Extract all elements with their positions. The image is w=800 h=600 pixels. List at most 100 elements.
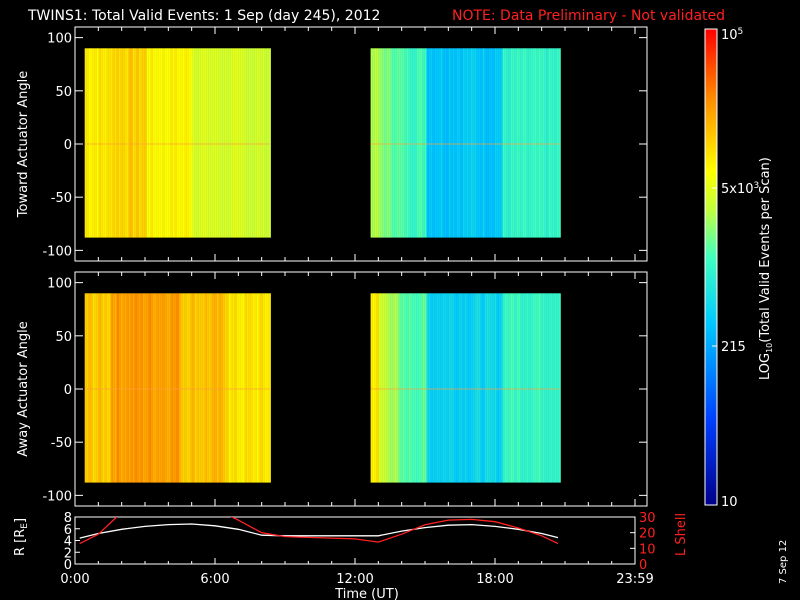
heatmap-column: [404, 293, 407, 483]
heatmap-column: [230, 48, 233, 238]
heatmap-column: [138, 48, 141, 238]
heatmap-column: [140, 48, 143, 238]
heatmap-column: [186, 48, 189, 238]
heatmap-column: [114, 293, 117, 483]
heatmap-column: [446, 48, 449, 238]
heatmap-column: [400, 48, 403, 238]
heatmap-column: [490, 48, 493, 238]
heatmap-column: [144, 48, 147, 238]
heatmap-column: [94, 48, 97, 238]
heatmap-column: [400, 293, 403, 483]
heatmap-column: [152, 48, 155, 238]
orbit-right-tick-label: 30: [639, 511, 656, 526]
heatmap-column: [262, 293, 265, 483]
heatmap-column: [518, 48, 521, 238]
heatmap-column: [114, 48, 117, 238]
heatmap-column: [86, 293, 89, 483]
heatmap-column: [458, 293, 461, 483]
heatmap-column: [188, 293, 191, 483]
heatmap-column: [232, 293, 235, 483]
heatmap-column: [512, 48, 515, 238]
heatmap-column: [464, 48, 467, 238]
heatmap-column: [266, 293, 269, 483]
heatmap-column: [126, 293, 129, 483]
heatmap-column: [160, 293, 163, 483]
colorbar-gradient: [704, 28, 718, 506]
heatmap-column: [374, 48, 377, 238]
heatmap-column: [190, 293, 193, 483]
heatmap-column: [498, 48, 501, 238]
heatmap-column: [558, 48, 561, 238]
heatmap-column: [380, 48, 383, 238]
heatmap-column: [406, 293, 409, 483]
orbit-ylabel-right: L Shell: [674, 513, 689, 556]
heatmap-column: [244, 48, 247, 238]
heatmap-column: [128, 293, 131, 483]
y-tick-label: 50: [55, 85, 72, 100]
y-tick-label: -100: [42, 489, 72, 504]
heatmap-column: [428, 293, 431, 483]
heatmap-column: [396, 293, 399, 483]
heatmap-column: [522, 48, 525, 238]
heatmap-column: [208, 293, 211, 483]
heatmap-column: [98, 293, 101, 483]
heatmap-column: [152, 293, 155, 483]
heatmap-column: [504, 293, 507, 483]
toward-y-ticks: 100 50 0 -50 -100: [42, 27, 647, 261]
heatmap-column: [496, 293, 499, 483]
heatmap-column: [220, 293, 223, 483]
heatmap-column: [176, 293, 179, 483]
heatmap-column: [512, 293, 515, 483]
heatmap-column: [102, 293, 105, 483]
heatmap-column: [396, 48, 399, 238]
heatmap-column: [460, 293, 463, 483]
heatmap-column: [166, 48, 169, 238]
heatmap-column: [160, 48, 163, 238]
heatmap-column: [202, 293, 205, 483]
heatmap-column: [516, 48, 519, 238]
heatmap-column: [538, 48, 541, 238]
heatmap-column: [234, 48, 237, 238]
heatmap-column: [372, 48, 375, 238]
heatmap-column: [204, 293, 207, 483]
heatmap-column: [454, 48, 457, 238]
heatmap-column: [392, 48, 395, 238]
heatmap-column: [460, 48, 463, 238]
heatmap-column: [436, 48, 439, 238]
heatmap-column: [260, 48, 263, 238]
chart-title: TWINS1: Total Valid Events: 1 Sep (day 2…: [27, 8, 380, 24]
heatmap-column: [390, 48, 393, 238]
heatmap-column: [248, 48, 251, 238]
y-tick-label: 0: [64, 383, 72, 398]
heatmap-column: [516, 293, 519, 483]
heatmap-column: [558, 293, 561, 483]
heatmap-column: [448, 48, 451, 238]
heatmap-column: [488, 48, 491, 238]
heatmap-column: [484, 293, 487, 483]
heatmap-column: [198, 48, 201, 238]
heatmap-column: [532, 48, 535, 238]
heatmap-column: [192, 48, 195, 238]
heatmap-column: [118, 48, 121, 238]
heatmap-column: [384, 48, 387, 238]
heatmap-column: [486, 48, 489, 238]
heatmap-column: [410, 48, 413, 238]
heatmap-column: [154, 48, 157, 238]
heatmap-column: [468, 293, 471, 483]
orbit-ylabel-left: R [RE]: [13, 518, 30, 556]
y-tick-label: 100: [47, 32, 72, 47]
heatmap-column: [210, 293, 213, 483]
heatmap-column: [142, 48, 145, 238]
heatmap-column: [132, 293, 135, 483]
heatmap-column: [508, 293, 511, 483]
heatmap-column: [554, 48, 557, 238]
colorbar-axis-label: LOG10(Total Valid Events per Scan): [758, 157, 774, 380]
time-tick-label: 23:59: [616, 572, 653, 587]
heatmap-column: [432, 48, 435, 238]
heatmap-column: [148, 293, 151, 483]
heatmap-column: [172, 293, 175, 483]
heatmap-column: [492, 293, 495, 483]
heatmap-column: [478, 293, 481, 483]
